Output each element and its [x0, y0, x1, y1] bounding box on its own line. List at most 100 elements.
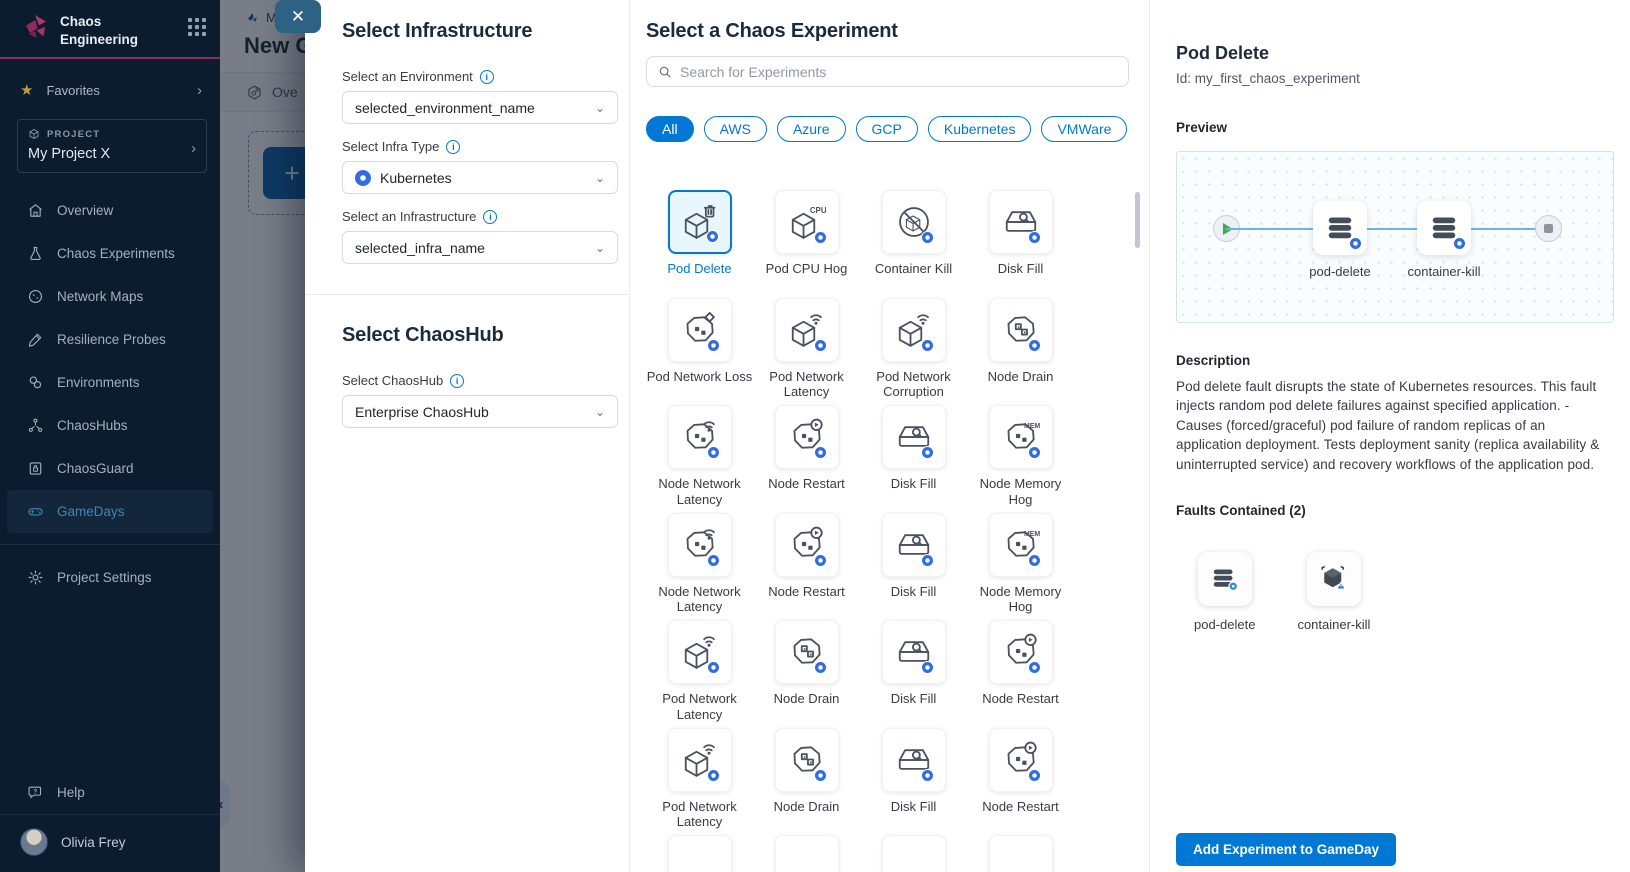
experiment-card-pod-network-latency[interactable]	[667, 727, 732, 792]
filter-chip-aws[interactable]: AWS	[703, 116, 767, 142]
infra-type-select[interactable]: Kubernetes ⌄	[342, 161, 618, 194]
app-switcher-grid-icon[interactable]	[188, 18, 206, 36]
experiment-card-cell: Pod Network Latency	[753, 297, 860, 406]
experiment-card-label: Node Drain	[773, 798, 840, 814]
experiment-card-node-drain[interactable]	[774, 620, 839, 684]
sidebar-item-gamedays[interactable]: GameDays	[7, 490, 213, 534]
experiment-card-node-network-latency[interactable]	[667, 405, 732, 469]
kubernetes-badge-icon	[920, 338, 934, 352]
faults-list: pod-delete container-kill	[1194, 552, 1614, 632]
filter-chip-azure[interactable]: Azure	[776, 116, 846, 142]
description-text: Pod delete fault disrupts the state of K…	[1176, 379, 1600, 472]
environment-select[interactable]: selected_environment_name ⌄	[342, 91, 618, 124]
disk-icon	[895, 633, 933, 671]
kubernetes-badge-icon	[706, 768, 720, 782]
experiment-card-pod-network-latency[interactable]	[774, 297, 839, 362]
chaoshub-label: Select ChaosHub i	[342, 373, 618, 388]
experiment-card-partial[interactable]	[774, 835, 839, 872]
kubernetes-badge-icon	[920, 768, 934, 782]
filter-chip-all[interactable]: All	[646, 116, 694, 142]
experiment-card-pod-network-latency[interactable]	[667, 620, 732, 684]
kubernetes-badge-icon	[920, 446, 934, 459]
home-icon	[27, 202, 44, 219]
experiment-card-pod-delete[interactable]	[667, 190, 732, 254]
experiment-card-node-drain[interactable]	[774, 727, 839, 792]
experiment-card-disk-fill[interactable]	[881, 405, 946, 469]
experiments-panel: Select a Chaos Experiment All AWS Azure GCP…	[630, 0, 1150, 872]
experiment-card-node-memory-hog[interactable]: MEM	[988, 405, 1053, 469]
sidebar-item-label: Overview	[57, 203, 114, 219]
experiment-search[interactable]	[646, 56, 1129, 87]
filter-chip-vmware[interactable]: VMWare	[1041, 116, 1128, 142]
experiment-card-pod-network-loss[interactable]	[667, 297, 732, 362]
experiment-card-pod-network-corruption[interactable]	[881, 297, 946, 362]
experiment-card-partial[interactable]	[881, 835, 946, 872]
sidebar-item-favorites[interactable]: ★ Favorites ›	[0, 69, 220, 111]
close-icon[interactable]: ✕	[275, 0, 321, 33]
experiment-card-container-kill[interactable]	[881, 190, 946, 254]
chaoshub-title: Select ChaosHub	[342, 324, 504, 346]
kubernetes-badge-icon	[813, 768, 827, 782]
sidebar-item-chaoshubs[interactable]: ChaosHubs	[0, 404, 220, 447]
experiment-card-node-restart[interactable]	[774, 405, 839, 469]
infrastructure-select[interactable]: selected_infra_name ⌄	[342, 231, 618, 264]
search-icon	[659, 66, 671, 78]
experiment-card-disk-fill[interactable]	[881, 512, 946, 577]
experiment-card-node-restart[interactable]	[988, 727, 1053, 792]
chaoshub-select[interactable]: Enterprise ChaosHub ⌄	[342, 395, 618, 428]
search-input[interactable]	[680, 63, 1117, 80]
experiment-card-cell: Pod Network Corruption	[860, 297, 967, 406]
experiment-card-node-restart[interactable]	[774, 512, 839, 577]
pipeline-connector	[1226, 228, 1313, 230]
experiment-card-label: Pod CPU Hog	[765, 261, 848, 276]
avatar	[20, 828, 48, 856]
experiment-card-label: Disk Fill	[997, 261, 1044, 276]
environment-label: Select an Environment i	[342, 69, 618, 84]
add-experiment-to-gameday-button[interactable]: Add Experiment to GameDay	[1176, 833, 1397, 866]
experiment-card-disk-fill[interactable]	[881, 620, 946, 684]
experiment-card-node-drain[interactable]	[988, 297, 1053, 362]
blob-play-icon	[1002, 633, 1040, 671]
project-selector[interactable]: PROJECT My Project X ›	[17, 119, 207, 174]
experiment-card-pod-cpu-hog[interactable]: CPU	[774, 190, 839, 254]
experiment-card-partial[interactable]	[667, 835, 732, 872]
sidebar-item-overview[interactable]: Overview	[0, 189, 220, 232]
experiment-card-node-network-latency[interactable]	[667, 512, 732, 577]
experiment-card-label: Pod Delete	[667, 261, 732, 276]
sidebar-item-help[interactable]: ? Help	[0, 771, 220, 814]
filter-chip-gcp[interactable]: GCP	[855, 116, 918, 142]
sidebar-item-network-maps[interactable]: Network Maps	[0, 275, 220, 318]
sidebar: Chaos Engineering ★ Favorites › PROJECT …	[0, 0, 220, 872]
experiment-card-partial[interactable]	[988, 835, 1053, 872]
experiment-card-node-memory-hog[interactable]: MEM	[988, 512, 1053, 577]
sidebar-item-chaos-experiments[interactable]: Chaos Experiments	[0, 232, 220, 275]
sidebar-item-resilience-probes[interactable]: Resilience Probes	[0, 318, 220, 361]
sidebar-item-label: ChaosGuard	[57, 461, 134, 477]
star-icon: ★	[20, 81, 34, 99]
user-menu[interactable]: Olivia Frey	[0, 814, 220, 872]
brand-divider	[0, 57, 220, 60]
filter-chips: All AWS Azure GCP Kubernetes VMWare	[646, 116, 1129, 142]
pipeline-node-label: pod-delete	[1309, 264, 1371, 279]
sidebar-item-environments[interactable]: Environments	[0, 361, 220, 404]
experiment-card-disk-fill[interactable]	[988, 190, 1053, 254]
experiment-card-label: Disk Fill	[890, 691, 937, 706]
experiment-card-node-restart[interactable]	[988, 620, 1053, 684]
experiment-card-cell: Pod Network Latency	[646, 727, 753, 836]
filter-chip-kubernetes[interactable]: Kubernetes	[927, 116, 1032, 142]
scrollbar-thumb[interactable]	[1135, 192, 1140, 248]
kubernetes-badge-icon	[706, 553, 720, 567]
sidebar-item-chaosguard[interactable]: ChaosGuard	[0, 447, 220, 490]
kubernetes-badge-icon	[1027, 661, 1041, 674]
help-label: Help	[57, 785, 85, 800]
sidebar-item-project-settings[interactable]: Project Settings	[0, 556, 220, 599]
project-settings-label: Project Settings	[57, 570, 152, 586]
cube-slash-icon	[895, 203, 933, 241]
blob-boxes-icon	[1002, 311, 1040, 349]
blob-mem-icon: MEM	[1002, 526, 1040, 564]
pipeline-node-pod-delete	[1313, 201, 1367, 255]
infrastructure-label: Select an Infrastructure i	[342, 209, 618, 224]
experiment-card-disk-fill[interactable]	[881, 727, 946, 792]
info-icon: i	[450, 373, 465, 388]
experiment-card-cell: Node Drain	[753, 620, 860, 728]
